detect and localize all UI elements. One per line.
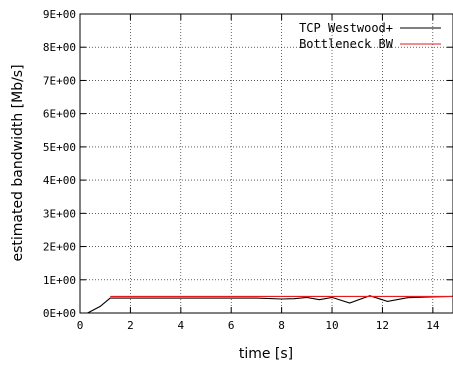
y-tick-label: 8E+00 (43, 41, 76, 54)
legend: TCP Westwood+ Bottleneck BW (299, 21, 441, 51)
plot-frame (79, 13, 453, 314)
x-tick-label: 0 (77, 319, 84, 332)
x-tick-label: 2 (127, 319, 134, 332)
x-tick-label: 10 (325, 319, 338, 332)
y-tick-label: 9E+00 (43, 8, 76, 21)
y-tick-label: 0E+00 (43, 307, 76, 320)
y-tick-label: 1E+00 (43, 274, 76, 287)
x-tick-label: 6 (228, 319, 235, 332)
grid-lines (80, 14, 453, 313)
y-tick-label: 3E+00 (43, 207, 76, 220)
series-line-tcp-westwood (87, 295, 453, 314)
x-tick-label: 12 (376, 319, 389, 332)
axis-ticks (79, 13, 453, 314)
x-tick-labels: 0 2 4 6 8 10 12 14 (77, 319, 440, 332)
y-tick-label: 5E+00 (43, 141, 76, 154)
x-tick-label: 14 (426, 319, 440, 332)
legend-label: TCP Westwood+ (299, 21, 393, 35)
x-tick-label: 8 (278, 319, 285, 332)
series-lines (87, 295, 453, 314)
x-axis-label: time [s] (239, 346, 293, 362)
y-axis-label: estimated bandwidth [Mb/s] (10, 64, 26, 261)
y-tick-label: 2E+00 (43, 241, 76, 254)
legend-label: Bottleneck BW (299, 37, 394, 51)
y-tick-label: 7E+00 (43, 74, 76, 87)
y-tick-label: 6E+00 (43, 108, 76, 121)
x-tick-label: 4 (177, 319, 184, 332)
y-tick-label: 4E+00 (43, 174, 76, 187)
y-tick-labels: 0E+00 1E+00 2E+00 3E+00 4E+00 5E+00 6E+00 7E+00… (43, 8, 76, 320)
